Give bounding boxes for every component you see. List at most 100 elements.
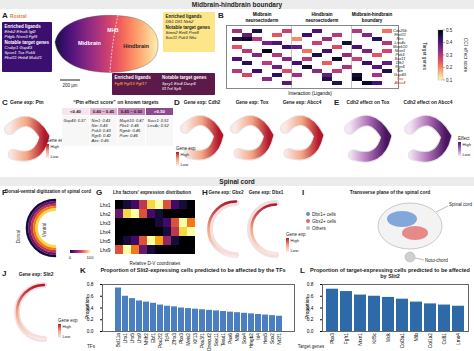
svg-text:Others: Others — [312, 226, 326, 231]
svg-text:TFs: TFs — [87, 344, 96, 349]
svg-text:Gene exp: Ptn: Gene exp: Ptn — [10, 99, 44, 105]
svg-text:K: K — [80, 266, 86, 275]
svg-text:0: 0 — [69, 255, 72, 260]
svg-text:0.8: 0.8 — [87, 282, 94, 287]
svg-text:Pou2f2: Pou2f2 — [158, 333, 163, 349]
svg-text:Proportion: Proportion — [85, 297, 90, 319]
svg-text:Sox11: Sox11 — [214, 333, 219, 347]
svg-text:Sox11 Pak3 Nfia: Sox11 Pak3 Nfia — [166, 35, 198, 40]
svg-text:B: B — [218, 11, 224, 20]
svg-text:Hmgb2: Hmgb2 — [249, 333, 254, 349]
svg-text:Hes5: Hes5 — [263, 333, 268, 345]
svg-text:MHB: MHB — [107, 27, 119, 33]
svg-text:Gene exp: Gene exp — [286, 232, 306, 237]
svg-text:Gene exp: Cdh2: Gene exp: Cdh2 — [184, 100, 221, 105]
svg-text:Spinal cord: Spinal cord — [219, 178, 254, 186]
svg-text:Klf13: Klf13 — [193, 333, 198, 344]
svg-text:Meis2: Meis2 — [186, 333, 191, 346]
svg-text:Midbrain-hindbrain: Midbrain-hindbrain — [352, 12, 393, 17]
svg-text:0.0: 0.0 — [307, 329, 314, 334]
svg-text:Pbx3: Pbx3 — [179, 333, 184, 344]
svg-text:Ventral: Ventral — [42, 223, 47, 237]
svg-text:Lhx factors' expression distri: Lhx factors' expression distribution — [113, 190, 191, 195]
svg-text:Dlk1 Dll1 Ntrk2: Dlk1 Dll1 Ntrk2 — [166, 19, 195, 24]
svg-text:Lhx1: Lhx1 — [100, 203, 111, 208]
svg-text:Interaction (Ligands): Interaction (Ligands) — [288, 91, 332, 96]
svg-text:Il17rd Sp5: Il17rd Sp5 — [162, 86, 182, 91]
svg-text:Nfib: Nfib — [414, 333, 419, 342]
svg-text:Nrxn1: Nrxn1 — [358, 333, 363, 346]
svg-text:Lhx1: Lhx1 — [123, 333, 128, 344]
svg-text:100: 100 — [86, 255, 94, 260]
svg-text:Midbrain-hindbrain boundary: Midbrain-hindbrain boundary — [192, 1, 283, 9]
svg-text:Col3a1: Col3a1 — [400, 333, 405, 349]
svg-text:High: High — [63, 324, 72, 329]
svg-text:H: H — [202, 188, 208, 197]
svg-text:Midbrain: Midbrain — [253, 12, 272, 17]
svg-text:Notable target genes: Notable target genes — [162, 75, 207, 80]
svg-text:Low: Low — [63, 334, 72, 339]
svg-text:L: L — [300, 266, 305, 275]
svg-text:Hindbrain: Hindbrain — [123, 43, 149, 49]
svg-text:Gene exp: Gene exp — [176, 146, 196, 151]
svg-text:Target genes: Target genes — [422, 42, 427, 70]
svg-text:Mdk: Mdk — [386, 332, 391, 342]
svg-text:Gene exp: Dbx1: Gene exp: Dbx1 — [249, 190, 284, 195]
svg-text:Fbxl11 Heb4 Mab21: Fbxl11 Heb4 Mab21 — [5, 55, 42, 60]
svg-text:Dorsal: Dorsal — [16, 230, 21, 243]
svg-text:Lhx5: Lhx5 — [130, 333, 135, 344]
svg-text:Onecut2: Onecut2 — [207, 333, 212, 351]
svg-text:Noto-chord: Noto-chord — [425, 258, 448, 263]
svg-text:A: A — [2, 11, 8, 20]
svg-text:Midbrain: Midbrain — [78, 40, 102, 46]
svg-text:Tead1: Tead1 — [221, 333, 226, 346]
svg-text:>0.50: >0.50 — [154, 109, 165, 114]
svg-text:Gbx2+ cells: Gbx2+ cells — [312, 219, 337, 224]
svg-text:Lrrc4c: 0.52: Lrrc4c: 0.52 — [148, 123, 170, 128]
svg-text:Effect: Effect — [458, 136, 470, 141]
svg-text:Low: Low — [291, 248, 300, 253]
svg-text:Gene exp: Slit2: Gene exp: Slit2 — [19, 272, 54, 277]
svg-text:High: High — [51, 144, 60, 149]
svg-text:boundary: boundary — [362, 18, 383, 23]
svg-text:Lhx3: Lhx3 — [100, 221, 111, 226]
svg-text:0.8: 0.8 — [307, 282, 314, 287]
svg-text:Ebf1: Ebf1 — [151, 333, 156, 343]
svg-text:I: I — [302, 188, 304, 197]
svg-text:Lhx9: Lhx9 — [100, 248, 111, 253]
svg-text:D: D — [174, 98, 180, 107]
svg-text:0.2: 0.2 — [446, 65, 453, 70]
svg-text:Cdh2 effect on Tox: Cdh2 effect on Tox — [347, 100, 390, 105]
svg-text:Abcc4: Abcc4 — [393, 80, 406, 85]
svg-text:High: High — [181, 152, 190, 157]
svg-text:Cdh2 effect on Abcc4: Cdh2 effect on Abcc4 — [404, 100, 453, 105]
svg-text:Col1a2: Col1a2 — [428, 333, 433, 349]
svg-text:<0.40: <0.40 — [70, 109, 81, 114]
svg-text:High: High — [291, 238, 300, 243]
svg-text:Gene exp: Gbx2: Gene exp: Gbx2 — [209, 190, 244, 195]
svg-text:Nhlh2: Nhlh2 — [144, 333, 149, 346]
svg-text:Cd81: Cd81 — [442, 333, 447, 345]
svg-text:Lhx2: Lhx2 — [100, 212, 111, 217]
svg-text:E: E — [334, 98, 340, 107]
svg-text:Low: Low — [181, 162, 190, 167]
svg-text:Transverse plane of the spinal: Transverse plane of the spinal cord — [350, 190, 431, 195]
svg-text:0.0: 0.0 — [87, 329, 94, 334]
svg-text:Nfib: Nfib — [235, 333, 240, 342]
svg-text:Fgf8 Fgf10 Fgf17: Fgf8 Fgf10 Fgf17 — [115, 81, 148, 86]
svg-text:Id4: Id4 — [256, 333, 261, 340]
svg-text:High: High — [463, 142, 472, 147]
svg-text:Gap43: 0.37: Gap43: 0.37 — [64, 118, 87, 123]
svg-text:0.3: 0.3 — [446, 53, 453, 58]
svg-text:Pax6: Pax6 — [228, 333, 233, 344]
svg-text:Enriched ligands: Enriched ligands — [115, 75, 152, 80]
svg-text:0.40 – 0.45: 0.40 – 0.45 — [93, 109, 115, 114]
svg-text:Low: Low — [463, 152, 472, 157]
svg-text:J: J — [2, 269, 6, 278]
svg-text:Sox2: Sox2 — [270, 333, 275, 344]
svg-text:Atrx: 0.45: Atrx: 0.45 — [91, 138, 110, 143]
svg-text:Low: Low — [51, 154, 60, 159]
svg-text:200 µm: 200 µm — [62, 83, 77, 88]
svg-text:“Ptn effect score” on known ta: “Ptn effect score” on known targets — [73, 99, 159, 105]
svg-text:0.1: 0.1 — [446, 78, 453, 83]
